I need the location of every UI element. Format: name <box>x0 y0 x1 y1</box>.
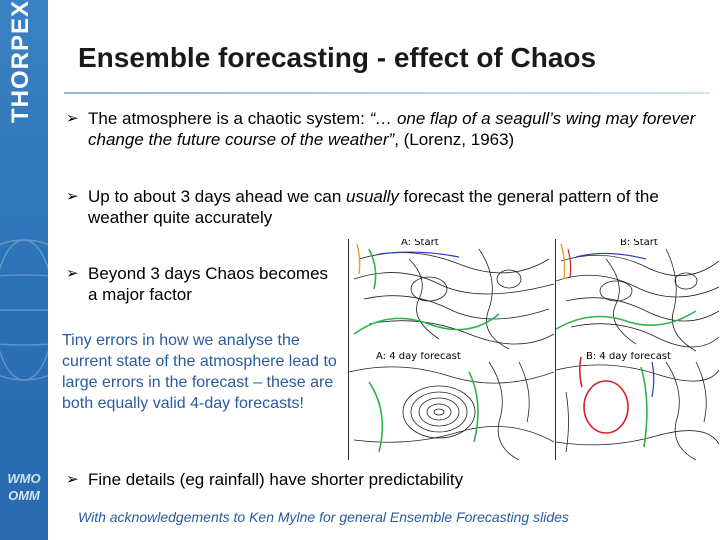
wmo-logo-line: WMO <box>7 471 41 486</box>
map-a-start-contours <box>353 243 555 350</box>
map-b-start-contours <box>556 243 719 352</box>
bullet-text: The atmosphere is a chaotic system: “… o… <box>88 109 696 149</box>
arrow-bullet-icon: ➢ <box>66 471 79 488</box>
arrow-bullet-icon: ➢ <box>66 188 79 205</box>
thorpex-logo: THORPEX <box>7 0 34 123</box>
bullet-chaotic-system: ➢ The atmosphere is a chaotic system: “…… <box>66 108 706 150</box>
map-label: A: 4 day forecast <box>374 352 463 362</box>
slide-title: Ensemble forecasting - effect of Chaos <box>78 42 597 73</box>
globe-emblem-icon <box>0 239 48 381</box>
wmo-omm-logo: WMO OMM <box>0 470 48 504</box>
map-b-4day: B: 4 day forecast <box>555 352 719 460</box>
map-label: A: Start <box>399 239 441 248</box>
bullet-beyond-three-days: ➢ Beyond 3 days Chaos becomes a major fa… <box>66 263 336 305</box>
map-b-start: B: Start <box>555 239 719 354</box>
bullet-text: Up to about 3 days ahead we can usually … <box>88 187 659 227</box>
acknowledgement: With acknowledgements to Ken Mylne for g… <box>78 509 569 525</box>
bullet-text: Fine details (eg rainfall) have shorter … <box>88 470 464 489</box>
omm-logo-line: OMM <box>8 488 40 503</box>
title-divider <box>64 92 710 94</box>
map-a-4day: A: 4 day forecast <box>348 352 554 460</box>
map-b-4day-contours <box>556 356 719 460</box>
arrow-bullet-icon: ➢ <box>66 110 79 127</box>
map-label: B: 4 day forecast <box>584 352 673 362</box>
bullet-three-days: ➢ Up to about 3 days ahead we can usuall… <box>66 186 676 228</box>
map-a-4day-contours <box>349 361 554 460</box>
arrow-bullet-icon: ➢ <box>66 265 79 282</box>
sidebar: THORPEX WMO OMM <box>0 0 48 540</box>
side-note: Tiny errors in how we analyse the curren… <box>62 332 337 412</box>
bullet-text: Beyond 3 days Chaos becomes a major fact… <box>88 264 329 304</box>
bullet-fine-details: ➢ Fine details (eg rainfall) have shorte… <box>66 469 686 490</box>
map-label: B: Start <box>618 239 660 248</box>
